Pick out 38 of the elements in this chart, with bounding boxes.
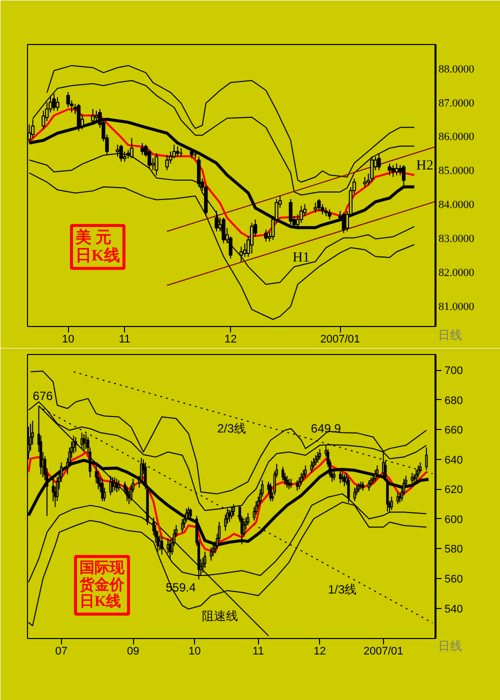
text: 美 元日K线 <box>74 228 120 264</box>
y-tick-label: 580 <box>444 544 463 556</box>
x-tick-label: 07 <box>55 646 68 658</box>
annotation: 阻速线 <box>202 609 238 624</box>
y-tick-label: 680 <box>444 394 463 407</box>
annotation: 649.9 <box>310 422 342 436</box>
x-tick-label: 11 <box>118 334 130 346</box>
x-tick-label: 10 <box>188 646 201 658</box>
x-tick-label: 12 <box>314 646 326 658</box>
x-tick-label: 2007/01 <box>363 646 404 658</box>
y-tick-label: 620 <box>444 484 463 496</box>
y-tick-label: 88.0000 <box>438 63 475 76</box>
y-tick-label: 640 <box>444 454 463 466</box>
y-tick-label: 660 <box>444 424 463 437</box>
y-tick-label: 540 <box>444 603 463 616</box>
x-tick-label: 10 <box>62 334 74 346</box>
y-tick-label: 600 <box>444 514 463 526</box>
y-tick-label: 82.0000 <box>438 267 475 280</box>
y-tick-label: 83.0000 <box>438 233 475 246</box>
y-tick-label: 85.0000 <box>438 165 475 178</box>
y-tick-label: 700 <box>444 365 463 378</box>
y-tick-label: 86.0000 <box>438 131 475 144</box>
y-tick-label: 560 <box>444 574 463 586</box>
x-tick-label: 12 <box>224 334 237 346</box>
annotation: 676 <box>32 388 54 403</box>
annotation: 1/3线 <box>328 582 357 597</box>
annotation: H1 <box>292 250 310 266</box>
x-tick-label: 11 <box>252 646 264 658</box>
text: 日线 <box>438 328 462 342</box>
y-tick-label: 87.0000 <box>438 97 475 110</box>
text: 国际现货金价日K线 <box>78 560 126 610</box>
y-tick-label: 81.0000 <box>438 301 475 314</box>
y-tick-label: 84.0000 <box>438 199 475 212</box>
x-tick-label: 2007/01 <box>320 334 360 346</box>
annotation: 2/3线 <box>217 422 246 436</box>
text: 日线 <box>438 639 462 653</box>
x-tick-label: 09 <box>127 646 140 658</box>
annotation: H2 <box>416 158 434 174</box>
